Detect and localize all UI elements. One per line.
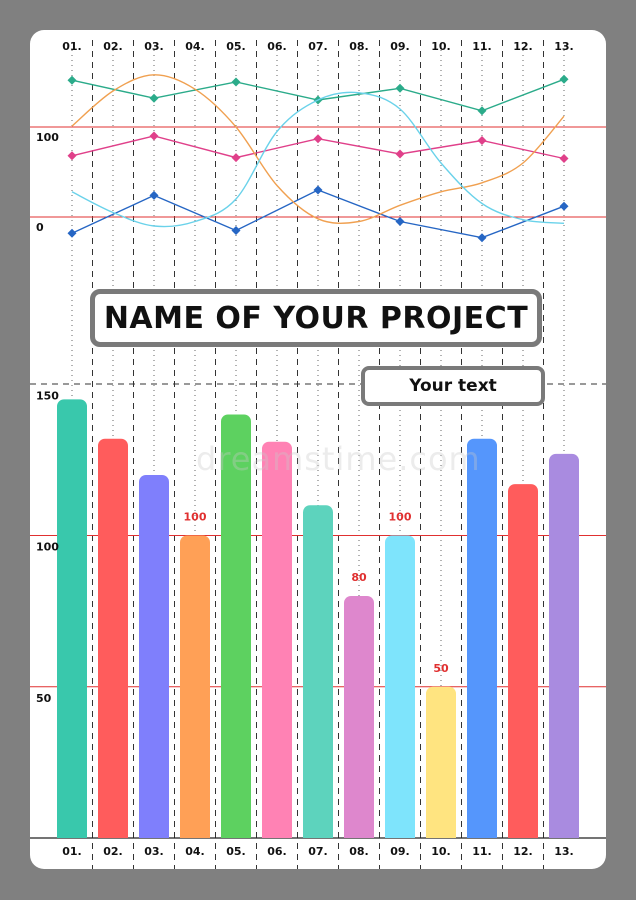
bar-chart: 100 80 100 50 [57,399,579,838]
bottom-x-tick-label: 02. [103,845,123,858]
bar-base [344,830,374,838]
bar-base [139,830,169,838]
bar-base [57,830,87,838]
series-point-marker [67,228,77,238]
top-x-tick-label: 06. [267,40,287,53]
top-x-tick-label: 08. [349,40,369,53]
top-x-tick-label: 13. [554,40,574,53]
series-point-marker [313,134,323,144]
bar-base [303,830,333,838]
bar [98,438,128,838]
bar [344,596,374,838]
bottom-x-tick-label: 01. [62,845,82,858]
bar-base [385,830,415,838]
axis-labels: 01. 02. 03. 04. 05. 06. 07. 08. 09. 10. 11. 12. 13. 0… [36,40,574,858]
bar [303,505,333,838]
series-point-marker [395,83,405,93]
bar [57,399,87,838]
bar [549,453,579,838]
series-point-marker [149,131,159,141]
bottom-x-tick-label: 13. [554,845,574,858]
series-point-marker [149,93,159,103]
series-point-marker [67,151,77,161]
bar-data-label: 100 [389,511,412,524]
bottom-x-tick-label: 10. [431,845,451,858]
bar [426,686,456,838]
bottom-x-tick-label: 03. [144,845,164,858]
series-point-marker [67,75,77,85]
bottom-x-tick-label: 12. [513,845,533,858]
bottom-x-tick-label: 09. [390,845,410,858]
top-x-tick-label: 12. [513,40,533,53]
line-chart [67,74,569,243]
bar-y-tick-label: 100 [36,541,59,554]
series-point-marker [231,77,241,87]
bar-data-label: 100 [184,511,207,524]
top-x-tick-label: 01. [62,40,82,53]
bar-base [508,830,538,838]
bottom-x-tick-label: 11. [472,845,492,858]
series-point-marker [477,136,487,145]
series-point-marker [231,226,241,235]
bar-base [262,830,292,838]
line-y-tick-label: 100 [36,131,59,144]
series-point-marker [149,190,159,200]
top-x-tick-label: 03. [144,40,164,53]
series-point-marker [395,217,405,226]
bar-base [180,830,210,838]
title-box: NAME OF YOUR PROJECT [90,289,542,347]
series-point-marker [559,74,569,84]
bar-data-label: 80 [351,571,367,584]
series-point-marker [559,154,569,163]
subtitle-text: Your text [409,376,497,396]
smooth-series-line [71,91,565,228]
series-point-marker [477,106,487,116]
bar [180,535,210,838]
bar-base [98,830,128,838]
bar-base [426,830,456,838]
page-title: NAME OF YOUR PROJECT [103,300,529,336]
series-point-marker [395,149,405,159]
bar-base [221,830,251,838]
top-x-tick-label: 04. [185,40,205,53]
top-x-tick-label: 10. [431,40,451,53]
bottom-x-tick-label: 06. [267,845,287,858]
top-x-tick-label: 07. [308,40,328,53]
line-y-tick-label: 0 [36,221,44,234]
top-x-tick-label: 02. [103,40,123,53]
top-x-tick-label: 11. [472,40,492,53]
series-point-marker [477,233,487,243]
top-x-tick-label: 05. [226,40,246,53]
bar-y-tick-label: 150 [36,389,59,402]
bar-data-label: 50 [433,662,449,675]
bar-base [549,830,579,838]
bar [221,414,251,838]
subtitle-box: Your text [361,366,545,406]
series-point-marker [231,153,241,163]
top-x-tick-label: 09. [390,40,410,53]
series-point-marker [313,185,323,195]
smooth-series-line [71,74,565,224]
bar-y-tick-label: 50 [36,692,52,705]
bottom-x-tick-label: 08. [349,845,369,858]
bottom-x-tick-label: 07. [308,845,328,858]
bar [385,535,415,838]
bar [262,441,292,838]
bar [467,438,497,838]
bar-base [467,830,497,838]
series-point-marker [559,201,569,211]
bar [139,475,169,838]
bottom-x-tick-label: 05. [226,845,246,858]
bar [508,484,538,838]
bottom-x-tick-label: 04. [185,845,205,858]
